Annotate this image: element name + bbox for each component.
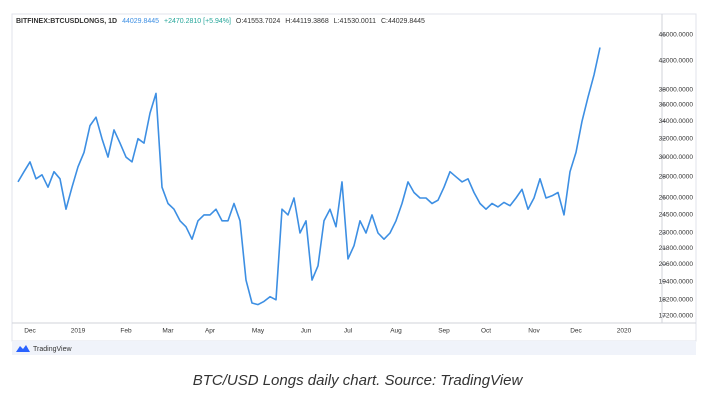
x-tick-label: Dec: [570, 328, 582, 335]
x-tick-label: 2020: [617, 328, 632, 335]
caption: BTC/USD Longs daily chart. Source: Tradi…: [192, 372, 523, 389]
y-tick-label: 23000.0000: [659, 230, 694, 237]
y-tick-label: 19400.0000: [659, 278, 694, 285]
y-tick-label: 46000.0000: [659, 32, 694, 39]
x-tick-label: Apr: [205, 328, 216, 335]
open: O:41553.7024: [236, 18, 280, 25]
y-tick-label: 36000.0000: [659, 102, 694, 109]
y-tick-label: 42000.0000: [659, 58, 694, 65]
y-tick-label: 32000.0000: [659, 135, 694, 142]
y-tick-label: 17200.0000: [659, 313, 694, 320]
y-tick-label: 30000.0000: [659, 154, 694, 161]
chart-frame: [11, 13, 697, 342]
x-tick-label: Feb: [120, 328, 132, 335]
y-tick-label: 20600.0000: [659, 261, 694, 268]
close: C:44029.8445: [381, 18, 425, 25]
y-tick-label: 26000.0000: [659, 195, 694, 202]
x-tick-label: Oct: [481, 328, 491, 335]
x-tick-label: Aug: [390, 328, 402, 335]
footer-bar: [12, 341, 696, 355]
watermark: TradingView: [33, 346, 72, 353]
symbol: BITFINEX:BTCUSDLONGS, 1D: [16, 18, 117, 25]
y-tick-label: 18200.0000: [659, 297, 694, 304]
y-tick-label: 28000.0000: [659, 174, 694, 181]
x-tick-label: 2019: [71, 328, 86, 335]
x-tick-label: Nov: [528, 328, 540, 335]
price-line: [17, 47, 601, 306]
y-tick-label: 24500.0000: [659, 212, 694, 219]
last-price: 44029.8445: [122, 18, 159, 25]
y-tick-label: 34000.0000: [659, 118, 694, 125]
x-tick-label: Jul: [344, 328, 353, 335]
x-tick-label: Jun: [301, 328, 312, 335]
header: BITFINEX:BTCUSDLONGS, 1D 44029.8445 +247…: [16, 18, 425, 25]
logo: [16, 345, 30, 352]
low: L:41530.0011: [334, 18, 376, 25]
x-tick-label: Mar: [162, 328, 174, 335]
chart: BITFINEX:BTCUSDLONGS, 1D 44029.8445 +247…: [11, 13, 697, 355]
y-tick-label: 21800.0000: [659, 245, 694, 252]
x-tick-label: Sep: [438, 328, 450, 335]
change: +2470.2810 [+5.94%]: [164, 18, 231, 25]
x-tick-label: Dec: [24, 328, 36, 335]
high: H:44119.3868: [285, 18, 329, 25]
x-tick-label: May: [252, 328, 265, 335]
y-tick-label: 38000.0000: [659, 86, 694, 93]
